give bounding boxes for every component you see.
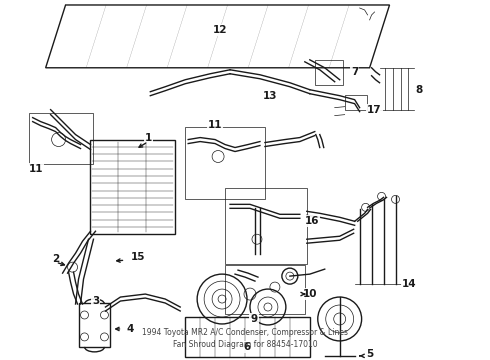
- Bar: [185, 127, 265, 199]
- Text: 17: 17: [368, 105, 382, 114]
- Bar: [315, 60, 343, 85]
- Text: 6: 6: [244, 342, 250, 352]
- Text: 5: 5: [366, 349, 373, 359]
- Bar: [225, 188, 307, 264]
- Bar: [91, 140, 175, 234]
- Text: 11: 11: [28, 165, 43, 175]
- Text: 9: 9: [250, 314, 258, 324]
- Text: 11: 11: [208, 120, 222, 130]
- Text: 14: 14: [402, 279, 417, 289]
- Text: 4: 4: [127, 324, 134, 334]
- Text: 2: 2: [52, 254, 59, 264]
- Text: 1: 1: [145, 132, 152, 143]
- Bar: [78, 303, 110, 347]
- Text: 15: 15: [131, 252, 146, 262]
- Text: 13: 13: [263, 91, 277, 101]
- Text: 12: 12: [213, 25, 227, 35]
- Bar: [344, 95, 367, 110]
- Text: 7: 7: [351, 67, 358, 77]
- Text: 8: 8: [416, 85, 423, 95]
- Text: 3: 3: [92, 296, 99, 306]
- Bar: [225, 265, 305, 314]
- Bar: [29, 113, 94, 165]
- Text: 16: 16: [305, 216, 319, 226]
- Text: 10: 10: [302, 289, 317, 299]
- Text: 1994 Toyota MR2 A/C Condenser, Compressor & Lines
Fan Shroud Diagram for 88454-1: 1994 Toyota MR2 A/C Condenser, Compresso…: [142, 328, 348, 349]
- Bar: [185, 317, 310, 357]
